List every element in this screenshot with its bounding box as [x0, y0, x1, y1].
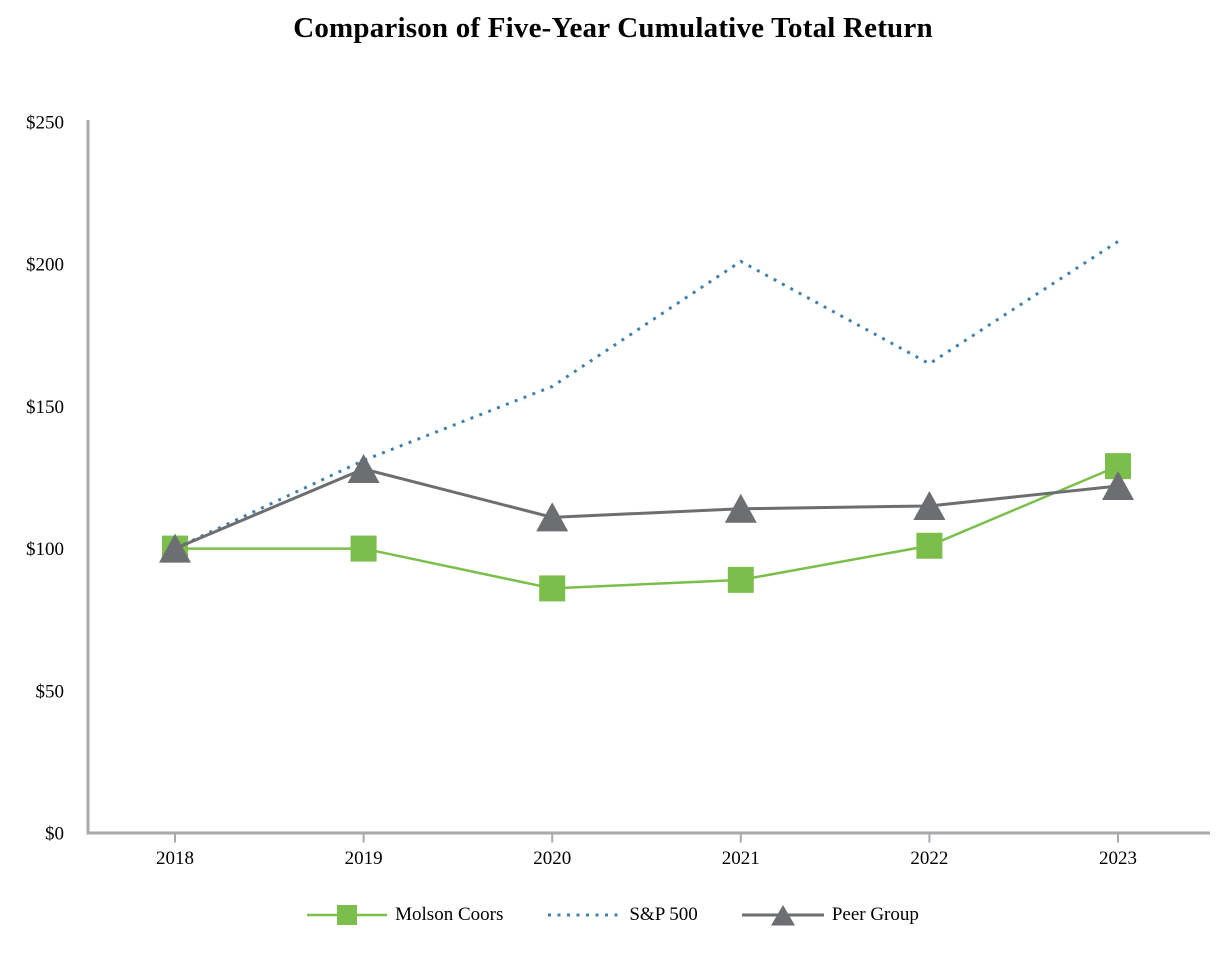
series-line-peer-group: [174, 467, 1119, 550]
data-point-marker-triangle: [1102, 471, 1134, 501]
x-axis-label: 2023: [1099, 848, 1137, 869]
y-axis-label: $250: [26, 113, 64, 134]
molson-coors-square-marker-icon: [307, 905, 388, 925]
data-point-marker-triangle: [724, 493, 757, 523]
data-point-marker-square: [916, 532, 943, 559]
data-point-marker-square: [350, 535, 377, 562]
chart-title: Comparison of Five-Year Cumulative Total…: [293, 12, 933, 44]
data-point-marker-triangle: [159, 533, 191, 563]
y-axis-label: $0: [45, 824, 64, 845]
data-point-marker-triangle: [536, 502, 569, 532]
legend-item-molson-coors: Molson Coors: [307, 902, 503, 928]
y-axis-label: $100: [26, 539, 64, 560]
legend-label-sp500: S&P 500: [629, 904, 698, 925]
y-axis-label: $150: [26, 397, 64, 418]
legend-item-sp500: S&P 500: [547, 902, 698, 928]
legend-label-peer-group: Peer Group: [831, 904, 919, 925]
x-axis-label: 2021: [722, 848, 760, 869]
data-point-marker-triangle: [347, 453, 380, 483]
sp500-dotted-line-icon: [548, 913, 622, 917]
x-axis-label: 2018: [156, 848, 194, 869]
data-point-marker-triangle: [913, 490, 946, 520]
chart-legend: Molson Coors S&P 500 Peer Group: [0, 901, 1226, 929]
y-axis-label: $50: [36, 681, 65, 702]
series-line-molson-coors: [175, 464, 1119, 590]
x-axis-label: 2019: [345, 848, 383, 869]
x-axis-label: 2020: [533, 848, 571, 869]
data-point-marker-square: [727, 566, 754, 593]
series-line-s-p-500: [174, 240, 1119, 550]
data-point-marker-square: [539, 575, 566, 602]
peer-group-triangle-marker-icon: [741, 905, 824, 926]
y-axis-label: $200: [26, 255, 64, 276]
x-axis-label: 2022: [910, 848, 948, 869]
legend-item-peer-group: Peer Group: [741, 901, 919, 929]
legend-label-molson-coors: Molson Coors: [395, 904, 504, 925]
